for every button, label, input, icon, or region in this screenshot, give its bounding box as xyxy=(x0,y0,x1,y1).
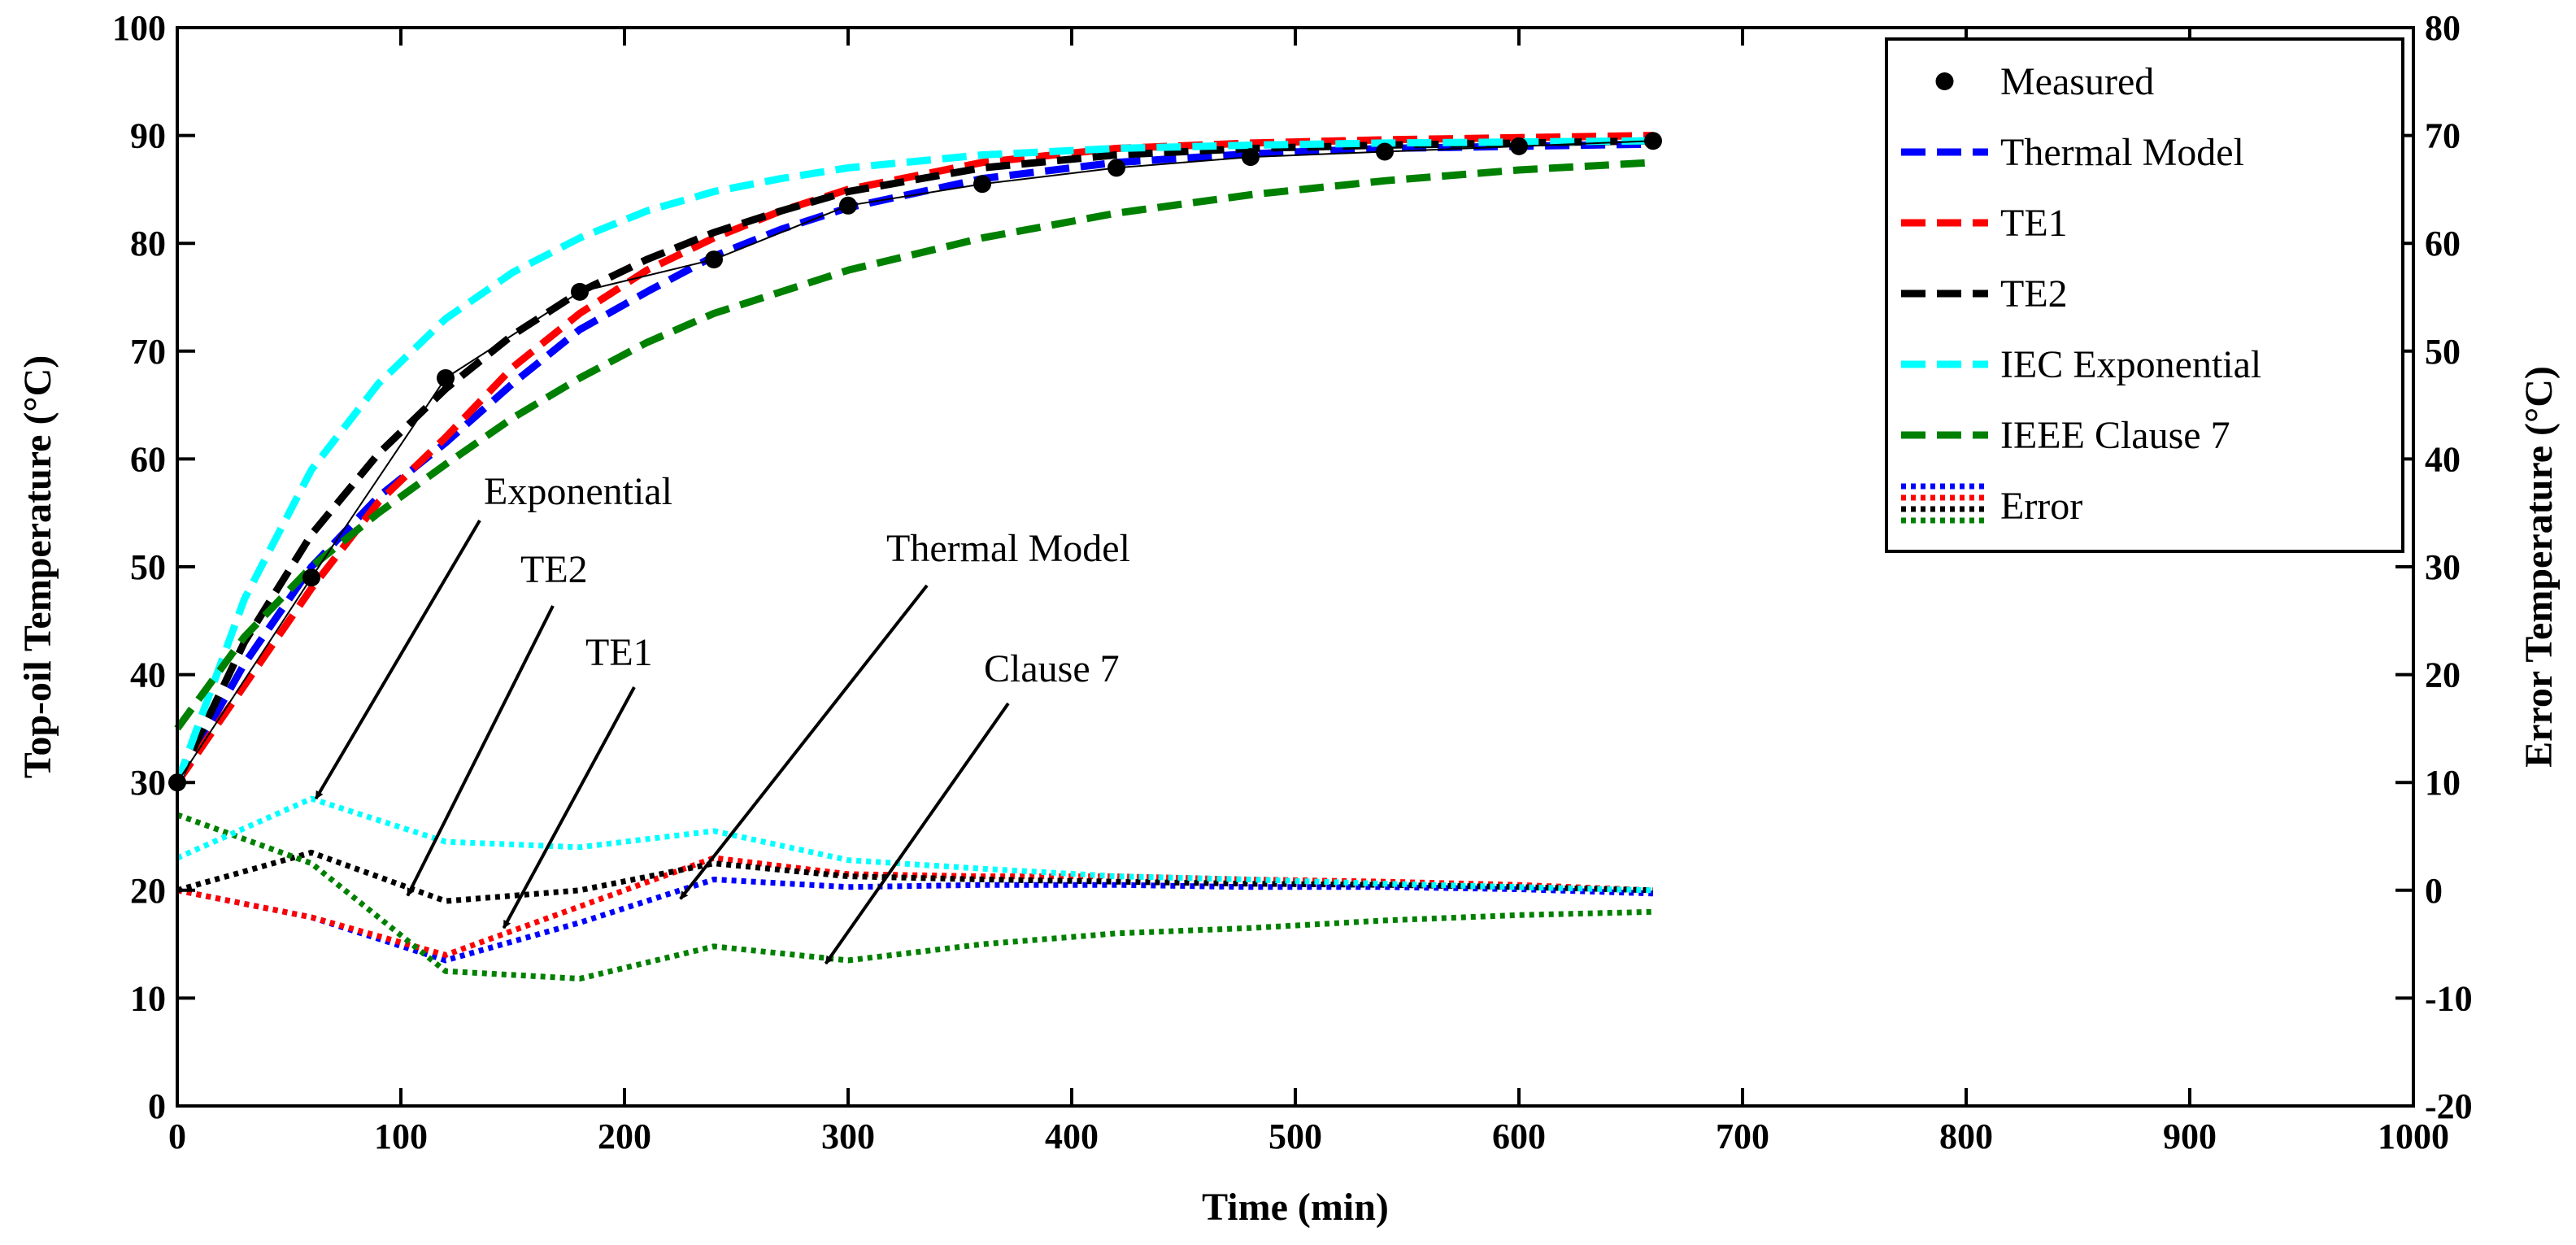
y-tick-label: 50 xyxy=(130,547,166,587)
legend-label-te1: TE1 xyxy=(2000,202,2068,245)
annotation-label: TE2 xyxy=(520,548,588,591)
x-tick-label: 800 xyxy=(1939,1117,1993,1156)
legend-label-ieee-clause-7: IEEE Clause 7 xyxy=(2000,414,2230,457)
x-axis-title: Time (min) xyxy=(1202,1186,1389,1229)
y2-tick-label: 80 xyxy=(2425,8,2461,48)
legend-label-error: Error xyxy=(2000,485,2082,528)
y-tick-label: 30 xyxy=(130,763,166,803)
annotation-label: Clause 7 xyxy=(984,647,1120,690)
annotation-layer: Exponential TE2 TE1 Thermal Model Clause 7 xyxy=(314,470,1130,965)
annotation-label: TE1 xyxy=(585,631,653,674)
annotation-arrow xyxy=(679,584,929,900)
legend-label-iec-exponential: IEC Exponential xyxy=(2000,343,2261,386)
y-tick-label: 70 xyxy=(130,332,166,372)
y2-tick-label: 60 xyxy=(2425,224,2461,263)
series-line-error-ieee-clause-7 xyxy=(176,812,1654,982)
measured-point xyxy=(1242,148,1260,167)
y-axis-title: Top-oil Temperature (°C) xyxy=(16,355,59,779)
y2-axis-title: Error Temperature (°C) xyxy=(2517,366,2561,768)
series-line-error-iec-exponential xyxy=(176,795,1654,894)
measured-point xyxy=(302,568,320,587)
measured-point xyxy=(1376,142,1394,161)
y-tick-label: 40 xyxy=(130,655,166,695)
x-tick-label: 400 xyxy=(1045,1117,1099,1156)
y-tick-label: 80 xyxy=(130,224,166,263)
x-tick-label: 700 xyxy=(1716,1117,1769,1156)
series-line-te2 xyxy=(173,137,1654,785)
legend: Measured Thermal Model TE1 TE2 IEC Exponenti… xyxy=(1885,37,2404,553)
measured-point xyxy=(1107,159,1125,177)
y-tick-label: 0 xyxy=(148,1086,166,1126)
y2-tick-label: 70 xyxy=(2425,116,2461,156)
measured-point xyxy=(437,368,455,387)
legend-label-te2: TE2 xyxy=(2000,272,2068,316)
y2-tick-label: 50 xyxy=(2425,332,2461,372)
y2-tick-label: -20 xyxy=(2425,1086,2473,1126)
y2-tick-label: 10 xyxy=(2425,763,2461,803)
y2-tick-label: 40 xyxy=(2425,439,2461,479)
x-tick-label: 900 xyxy=(2163,1117,2217,1156)
measured-point xyxy=(973,175,991,194)
legend-swatch-measured xyxy=(1935,72,1954,90)
x-tick-label: 1000 xyxy=(2378,1117,2449,1156)
y-tick-label: 20 xyxy=(130,871,166,911)
y-tick-label: 90 xyxy=(130,116,166,156)
y2-tick-label: 20 xyxy=(2425,655,2461,695)
annotation-label: Exponential xyxy=(484,470,672,513)
measured-point xyxy=(571,282,589,301)
series-line-error-te2 xyxy=(176,849,1654,904)
measured-point xyxy=(705,250,723,269)
measured-line xyxy=(176,140,1654,783)
measured-point xyxy=(1644,132,1662,150)
measured-point xyxy=(1510,137,1528,155)
measured-point xyxy=(839,196,857,215)
annotation-arrow xyxy=(824,702,1010,965)
series-line-iec-exponential xyxy=(173,137,1654,784)
annotation-label: Thermal Model xyxy=(886,527,1130,570)
y2-tick-label: 0 xyxy=(2425,871,2443,911)
y2-tick-label: 30 xyxy=(2425,547,2461,587)
axes-layer: 0 100 200 300 400 500 600 700 800 900 100001020304… xyxy=(16,8,2561,1229)
x-tick-label: 200 xyxy=(598,1117,651,1156)
legend-box xyxy=(1885,37,2404,553)
x-tick-label: 100 xyxy=(374,1117,428,1156)
x-tick-label: 0 xyxy=(168,1117,186,1156)
annotation-arrow xyxy=(502,686,636,929)
x-tick-label: 300 xyxy=(821,1117,875,1156)
series-line-ieee-clause-7 xyxy=(174,159,1654,731)
y-tick-label: 100 xyxy=(112,8,166,48)
y-tick-label: 60 xyxy=(130,439,166,479)
legend-label-measured: Measured xyxy=(2000,60,2154,103)
x-tick-label: 500 xyxy=(1268,1117,1322,1156)
series-layer xyxy=(168,132,1662,982)
x-tick-label: 600 xyxy=(1492,1117,1546,1156)
annotation-arrow xyxy=(314,519,481,800)
y-tick-label: 10 xyxy=(130,978,166,1018)
annotation-arrow xyxy=(406,605,555,897)
y2-tick-label: -10 xyxy=(2425,978,2473,1018)
legend-label-thermal-model: Thermal Model xyxy=(2000,131,2244,174)
